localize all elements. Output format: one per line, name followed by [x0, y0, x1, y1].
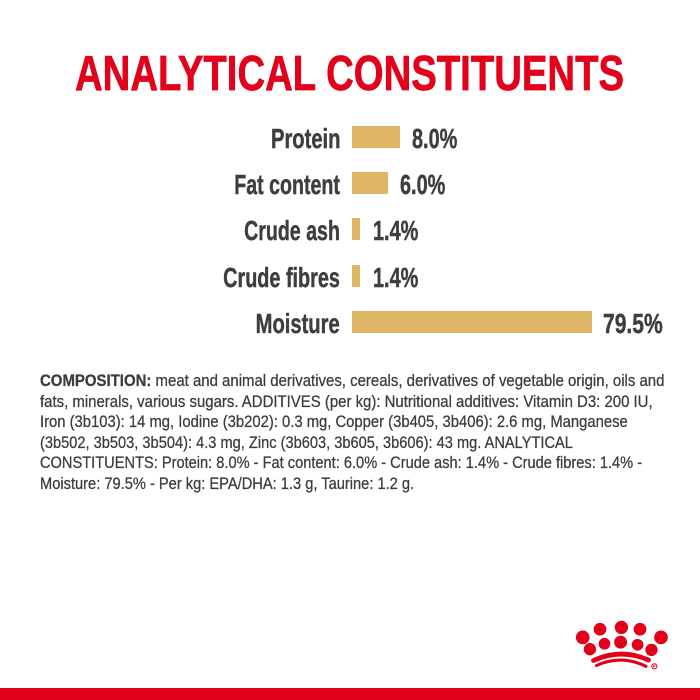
svg-text:R: R	[653, 665, 656, 669]
